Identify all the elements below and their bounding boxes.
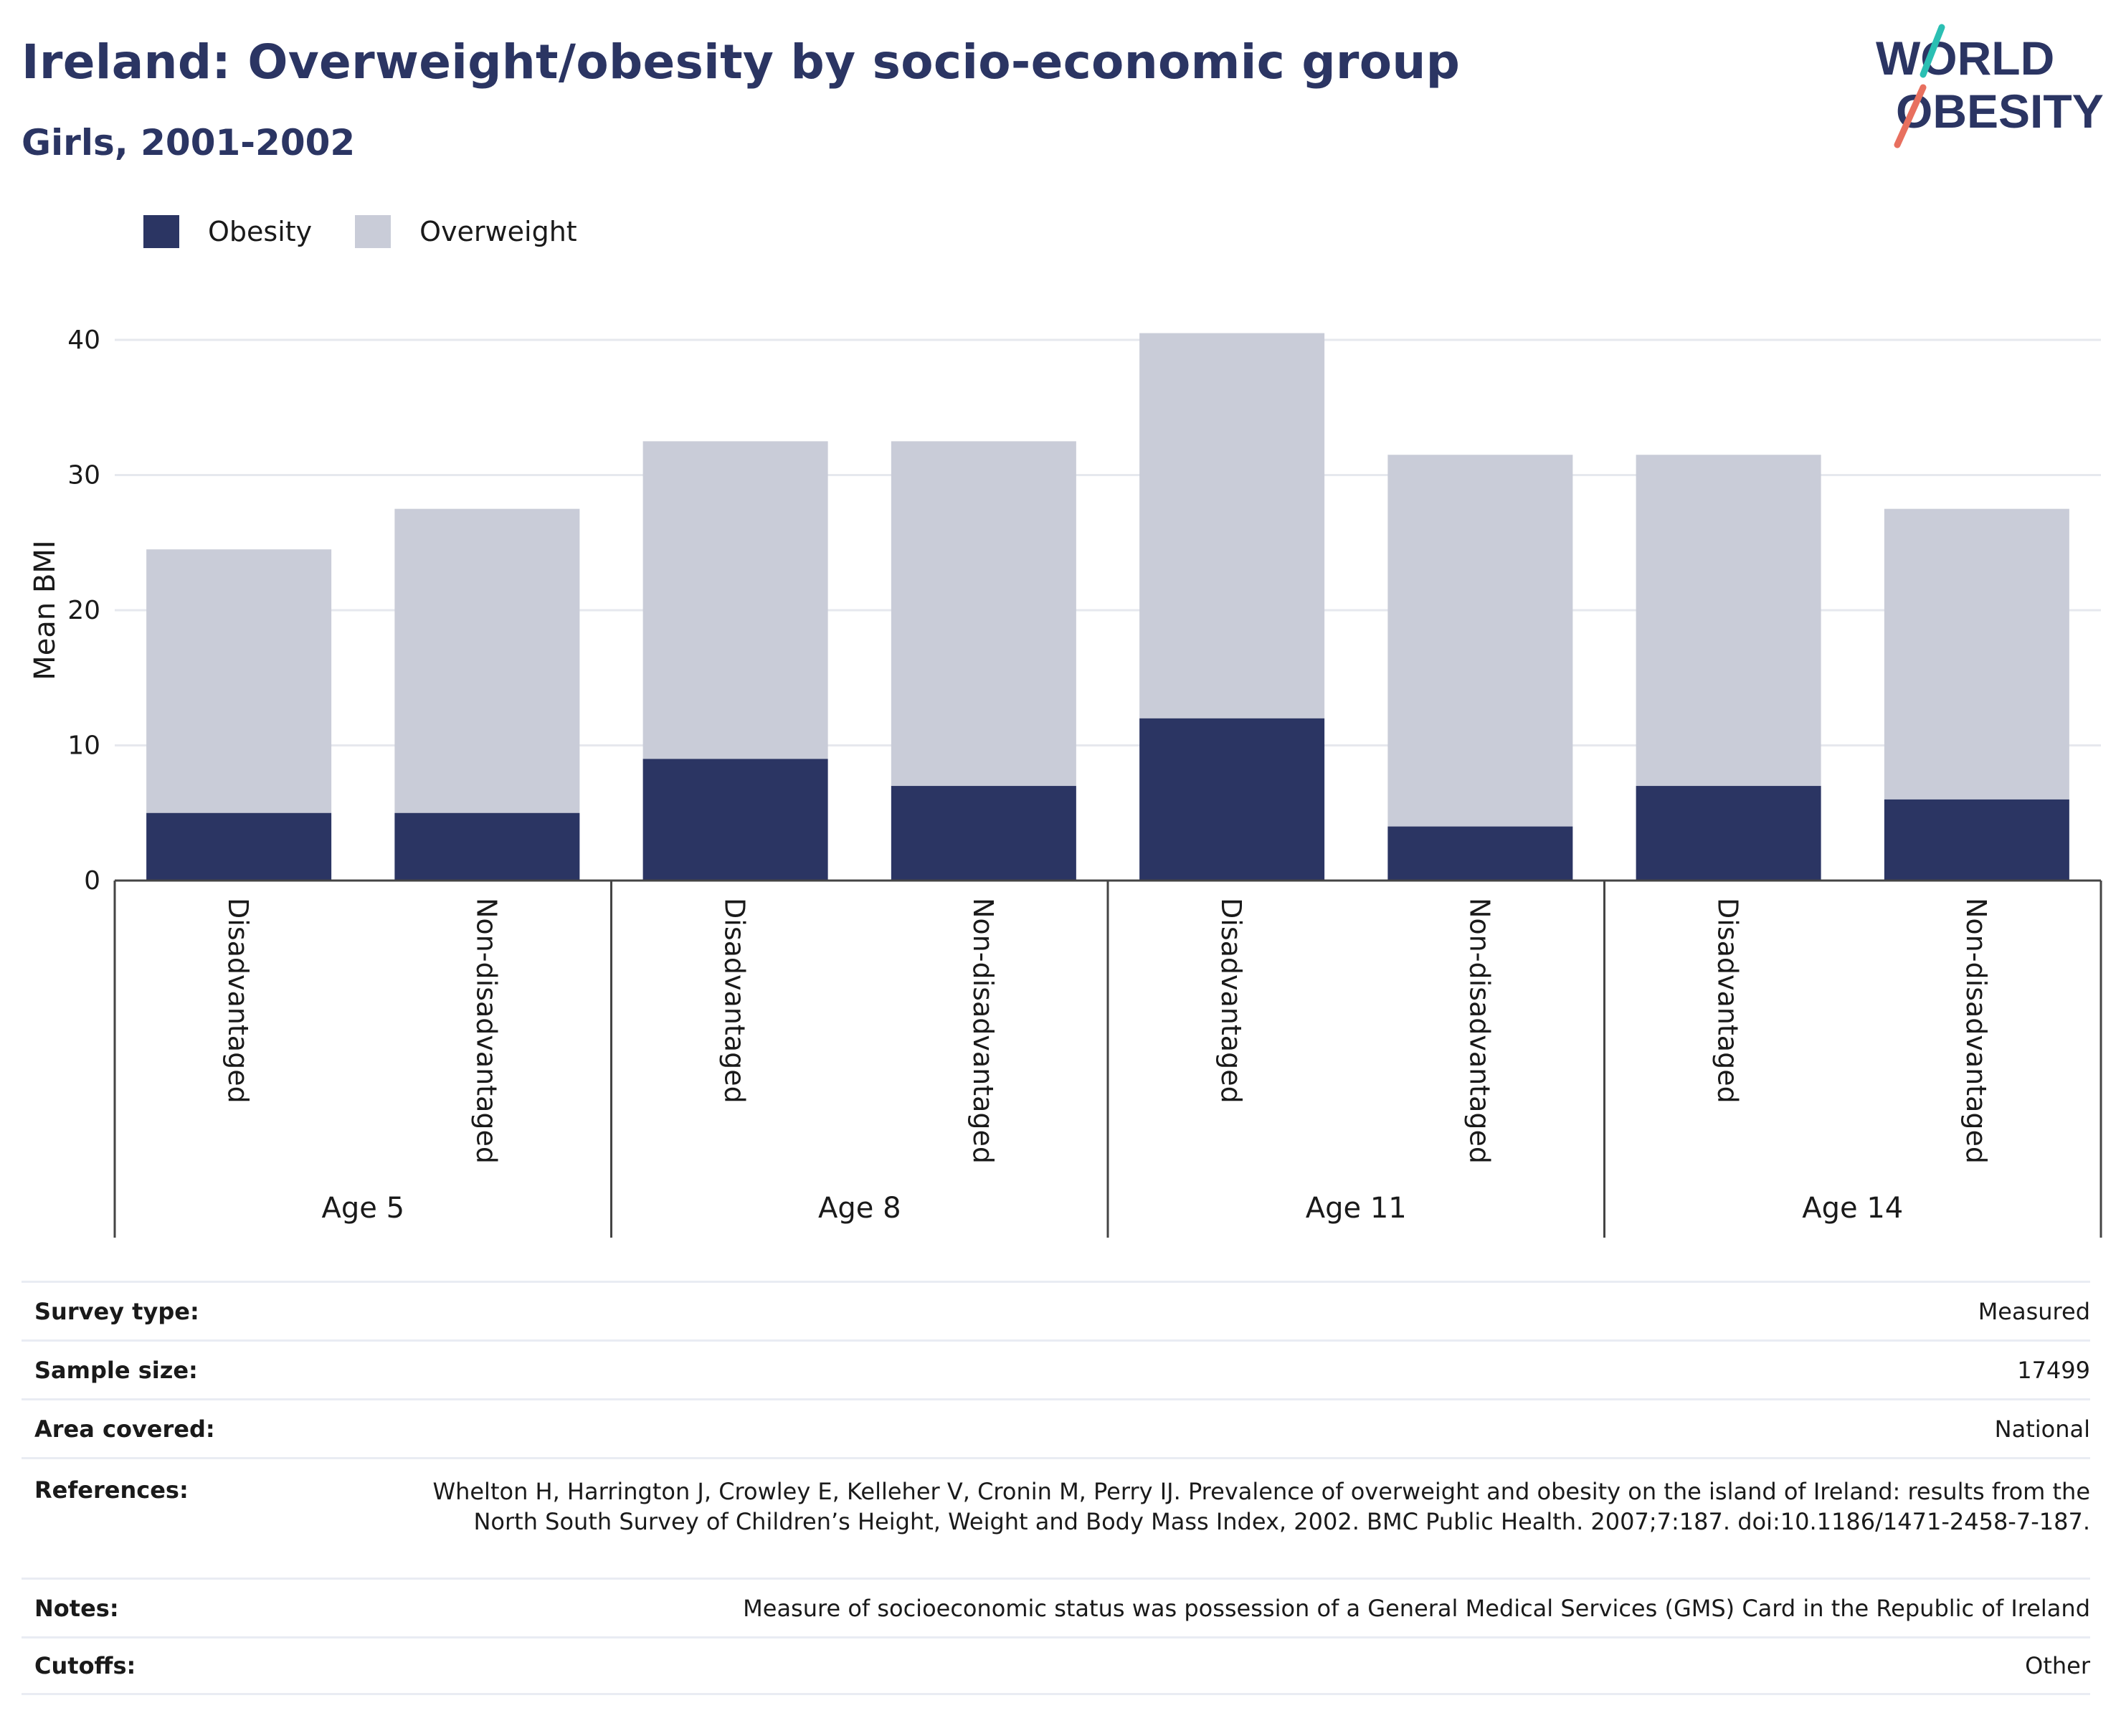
group-label: Age 14	[1802, 1192, 1903, 1225]
logo-slash-top	[1920, 24, 1945, 78]
bar-overweight	[1139, 333, 1325, 718]
info-row-notes: Notes: Measure of socioeconomic status w…	[22, 1578, 2090, 1636]
x-tick-label: Non-disadvantaged	[1463, 898, 1495, 1164]
x-tick-label: Disadvantaged	[222, 898, 254, 1104]
legend-item-overweight[interactable]: Overweight	[355, 215, 577, 248]
y-tick-label: 10	[67, 731, 100, 761]
info-value: 17499	[2017, 1356, 2090, 1384]
logo-line2: OBESITY	[1896, 85, 2104, 138]
world-obesity-logo: WORLD OBESITY	[1876, 24, 2104, 148]
info-label: References:	[34, 1476, 189, 1504]
x-tick-label: Non-disadvantaged	[470, 898, 502, 1164]
y-axis-label: Mean BMI	[29, 540, 62, 680]
info-label: Notes:	[34, 1594, 119, 1622]
bar-overweight	[146, 549, 332, 813]
chart-legend: Obesity Overweight	[143, 214, 620, 250]
y-tick-label: 0	[84, 866, 100, 896]
legend-swatch-overweight	[355, 215, 392, 248]
x-tick-label: Non-disadvantaged	[967, 898, 999, 1164]
legend-item-obesity[interactable]: Obesity	[143, 215, 312, 248]
info-row-cutoffs: Cutoffs: Other	[22, 1636, 2090, 1695]
info-value: Measure of socioeconomic status was poss…	[743, 1594, 2090, 1622]
group-label: Age 5	[321, 1192, 404, 1225]
legend-label-obesity: Obesity	[208, 216, 313, 247]
x-tick-label: Disadvantaged	[719, 898, 751, 1104]
info-row-survey-type: Survey type: Measured	[22, 1281, 2090, 1339]
bar-obesity	[1636, 786, 1821, 881]
info-value: Whelton H, Harrington J, Crowley E, Kell…	[432, 1478, 2090, 1535]
chart-subtitle: Girls, 2001-2002	[22, 122, 356, 163]
stacked-bar-chart: 0 10 20 30 40 Mean BMI Disadvantaged Non-disadv…	[29, 326, 2102, 1238]
x-tick-label: Disadvantaged	[1712, 898, 1744, 1104]
bar-obesity	[642, 759, 828, 881]
legend-swatch-obesity	[143, 215, 179, 248]
bar-obesity	[146, 812, 332, 881]
x-tick-label: Non-disadvantaged	[1960, 898, 1992, 1164]
y-tick-label: 30	[67, 461, 100, 490]
group-label: Age 8	[818, 1192, 901, 1225]
info-label: Survey type:	[34, 1297, 199, 1325]
y-tick-label: 40	[67, 326, 100, 355]
bar-overweight	[642, 441, 828, 759]
bar-overweight	[1884, 508, 2069, 800]
y-tick-label: 20	[67, 596, 100, 625]
logo-line1: WORLD	[1876, 32, 2054, 85]
info-label: Area covered:	[34, 1415, 215, 1443]
logo-slash-bottom	[1894, 84, 1927, 148]
x-tick-label: Disadvantaged	[1215, 898, 1247, 1104]
bar-overweight	[891, 441, 1076, 787]
bar-obesity	[1884, 799, 2069, 881]
bar-obesity	[1387, 826, 1573, 881]
bar-overweight	[394, 508, 580, 813]
info-value: National	[1994, 1415, 2090, 1443]
info-label: Cutoffs:	[34, 1652, 136, 1679]
group-label: Age 11	[1306, 1192, 1407, 1225]
info-row-references: References: Whelton H, Harrington J, Cro…	[22, 1457, 2090, 1578]
bar-obesity	[891, 786, 1076, 881]
bar-obesity	[1139, 718, 1325, 881]
legend-label-overweight: Overweight	[419, 216, 577, 247]
survey-info-table: Survey type: Measured Sample size: 17499…	[22, 1281, 2090, 1695]
info-row-sample-size: Sample size: 17499	[22, 1339, 2090, 1398]
bar-overweight	[1636, 455, 1821, 787]
chart-title: Ireland: Overweight/obesity by socio-eco…	[22, 34, 1461, 90]
bar-obesity	[394, 812, 580, 881]
info-value: Other	[2025, 1652, 2090, 1679]
bar-overweight	[1387, 455, 1573, 827]
info-row-area-covered: Area covered: National	[22, 1398, 2090, 1457]
info-value: Measured	[1978, 1297, 2090, 1325]
info-label: Sample size:	[34, 1356, 198, 1384]
